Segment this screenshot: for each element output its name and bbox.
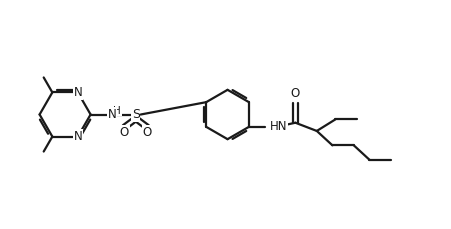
Text: HN: HN: [270, 120, 288, 133]
Text: O: O: [143, 126, 152, 139]
Text: O: O: [120, 126, 129, 139]
Text: N: N: [74, 86, 82, 99]
Text: S: S: [132, 108, 140, 121]
Text: N: N: [74, 130, 82, 143]
Text: N: N: [108, 108, 116, 121]
Text: O: O: [291, 87, 300, 100]
Text: H: H: [114, 106, 121, 116]
